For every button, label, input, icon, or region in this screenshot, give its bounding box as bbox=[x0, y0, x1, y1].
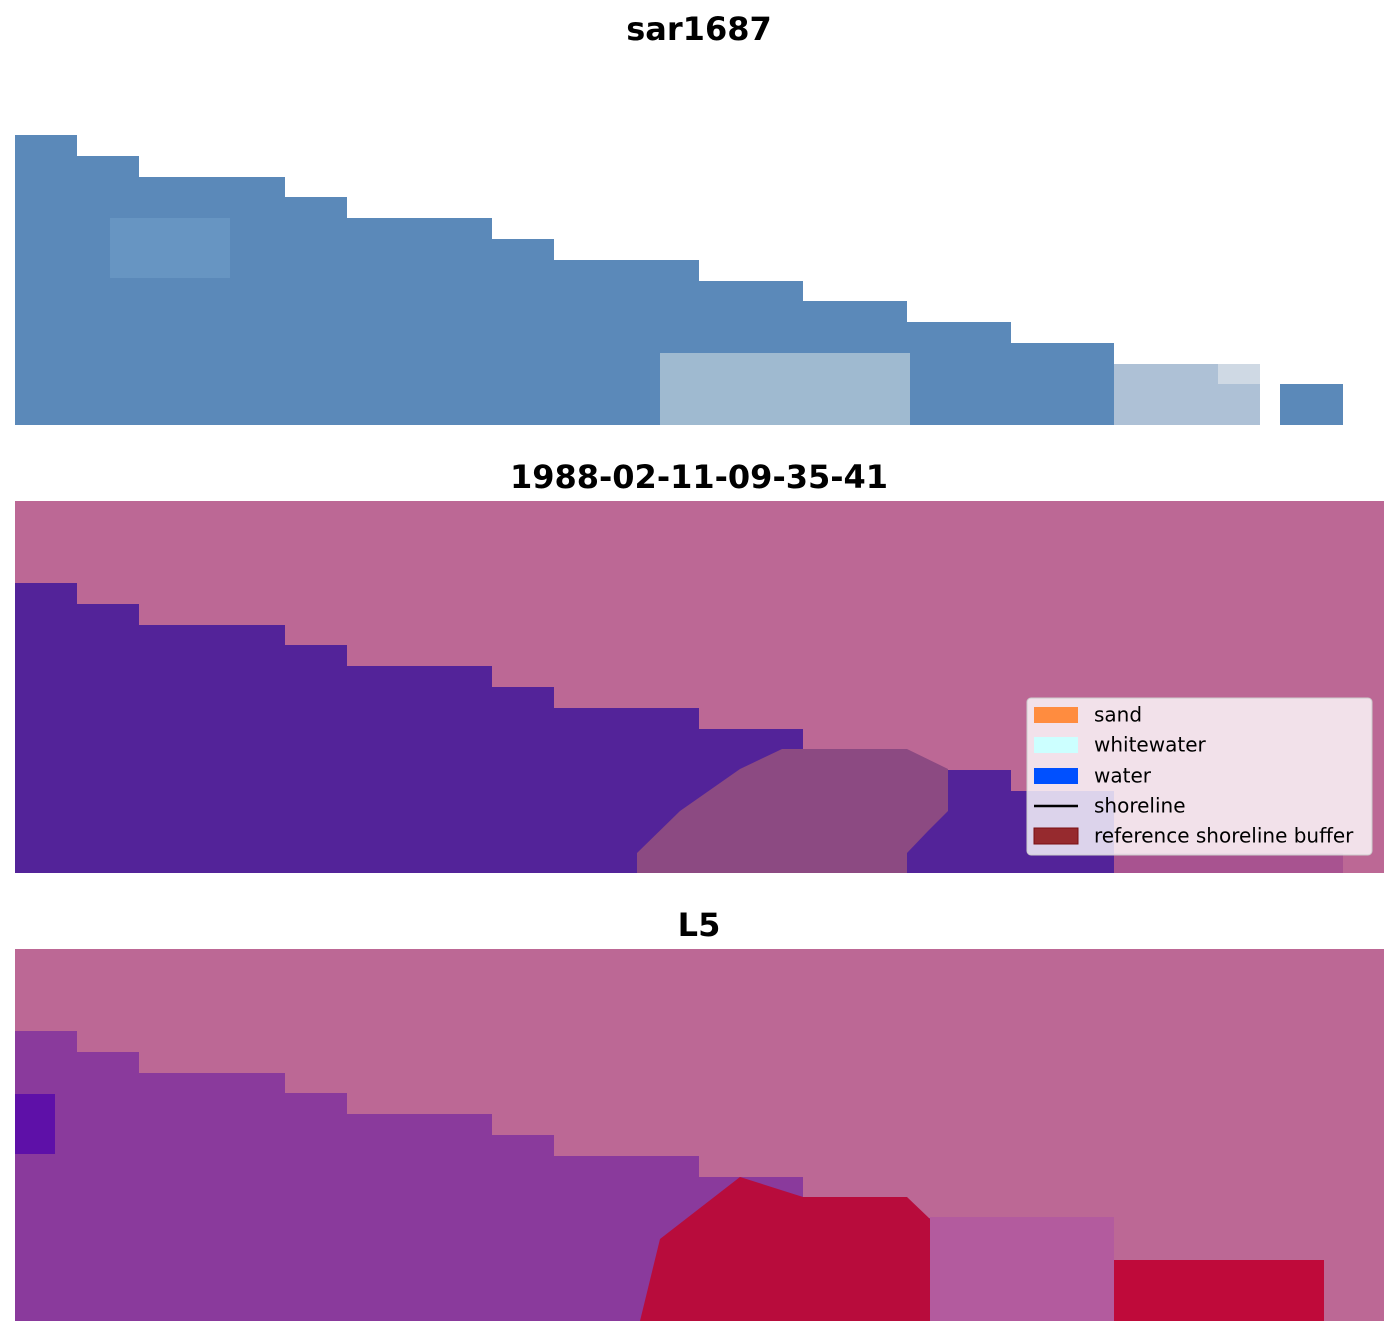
legend-swatch bbox=[1034, 768, 1078, 784]
image-patch bbox=[640, 1177, 930, 1321]
legend: sand whitewater water shoreline referenc… bbox=[1026, 697, 1373, 856]
legend-label: water bbox=[1094, 764, 1152, 788]
panel-title: L5 bbox=[678, 906, 721, 944]
panel-title: sar1687 bbox=[626, 10, 771, 48]
image-patch bbox=[930, 1217, 1114, 1321]
legend-label: reference shoreline buffer bbox=[1094, 824, 1354, 848]
legend-box bbox=[1026, 697, 1373, 856]
image-patch bbox=[637, 749, 948, 873]
image-patch bbox=[1114, 364, 1260, 425]
image-patch bbox=[1114, 1260, 1324, 1321]
image-patch bbox=[15, 1094, 55, 1154]
panel-title: 1988-02-11-09-35-41 bbox=[510, 458, 888, 496]
images bbox=[15, 135, 1384, 1321]
image-patch bbox=[110, 218, 230, 278]
image-patch bbox=[660, 353, 910, 425]
legend-swatch bbox=[1034, 737, 1078, 753]
image-region bbox=[15, 135, 1343, 425]
legend-label: sand bbox=[1094, 703, 1142, 727]
image-gap bbox=[1260, 384, 1280, 425]
legend-label: shoreline bbox=[1094, 794, 1186, 818]
legend-swatch bbox=[1034, 707, 1078, 723]
legend-label: whitewater bbox=[1094, 733, 1206, 757]
legend-swatch bbox=[1033, 827, 1079, 845]
image-patch bbox=[1114, 853, 1343, 873]
